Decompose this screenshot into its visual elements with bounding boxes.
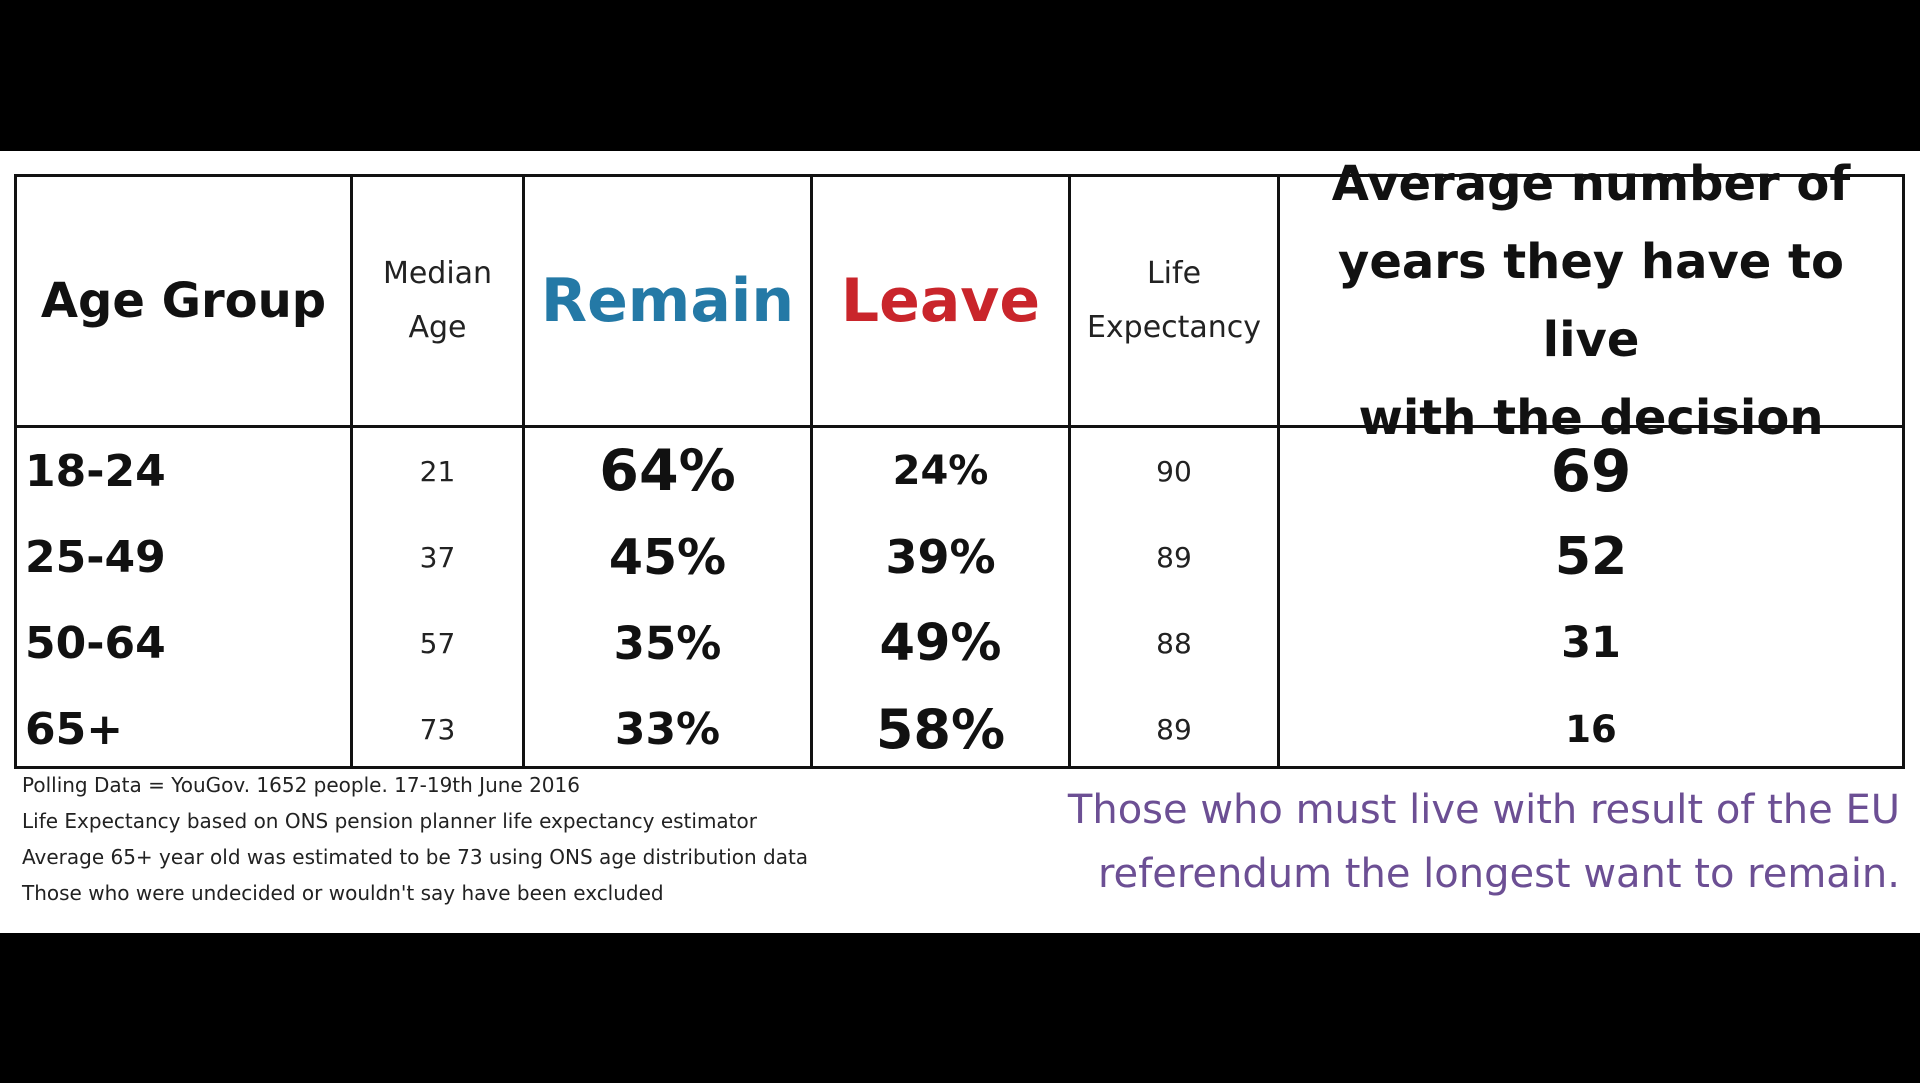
- footnote: Polling Data = YouGov. 1652 people. 17-1…: [22, 773, 580, 797]
- table-row: 18-24 21 64% 24% 90 69: [17, 428, 1902, 514]
- header-leave: Leave: [840, 266, 1041, 336]
- footnote: Those who were undecided or wouldn't say…: [22, 881, 664, 905]
- header-years-line3: with the decision: [1358, 390, 1824, 446]
- column-divider: [1068, 177, 1071, 766]
- header-median-age-line1: Median: [382, 256, 493, 291]
- callout-text: Those who must live with result of the E…: [1060, 778, 1900, 906]
- header-life-expectancy-line2: Expectancy: [1086, 310, 1262, 345]
- cell-leave: 49%: [879, 613, 1002, 673]
- cell-median-age: 21: [419, 454, 456, 488]
- header-life-expectancy-line1: Life: [1146, 256, 1202, 291]
- table-row: 50-64 57 35% 49% 88 31: [17, 600, 1902, 686]
- header-life-expectancy: Life Expectancy: [1071, 177, 1277, 425]
- cell-life-expectancy: 89: [1156, 712, 1192, 746]
- column-divider: [810, 177, 813, 766]
- cell-median-age: 37: [419, 540, 456, 574]
- footnote: Life Expectancy based on ONS pension pla…: [22, 809, 757, 833]
- column-divider: [350, 177, 353, 766]
- cell-median-age: 57: [419, 626, 456, 660]
- cell-age-group: 65+: [25, 703, 124, 755]
- data-table: Age Group Median Age Remain Leave Life E…: [14, 156, 1905, 772]
- column-divider: [522, 177, 525, 766]
- cell-remain: 35%: [613, 616, 722, 670]
- table-row: 65+ 73 33% 58% 89 16: [17, 686, 1902, 772]
- header-age-group: Age Group: [40, 273, 327, 329]
- cell-remain: 64%: [599, 438, 736, 504]
- header-years-line1: Average number of: [1331, 156, 1851, 212]
- cell-age-group: 50-64: [25, 617, 166, 669]
- cell-life-expectancy: 90: [1156, 454, 1192, 488]
- cell-life-expectancy: 88: [1156, 626, 1192, 660]
- header-divider: [17, 425, 1902, 428]
- cell-age-group: 25-49: [25, 531, 166, 583]
- cell-leave: 24%: [892, 448, 989, 494]
- table-row: 25-49 37 45% 39% 89 52: [17, 514, 1902, 600]
- header-remain: Remain: [540, 266, 795, 336]
- header-years-to-live: Average number of years they have to liv…: [1280, 156, 1902, 446]
- callout-line: referendum the longest want to remain.: [1097, 851, 1900, 897]
- cell-years: 69: [1550, 437, 1632, 505]
- footnotes: Polling Data = YouGov. 1652 people. 17-1…: [22, 767, 982, 911]
- table-panel: [0, 151, 1920, 933]
- cell-years: 16: [1565, 707, 1617, 751]
- cell-life-expectancy: 89: [1156, 540, 1192, 574]
- footnote: Average 65+ year old was estimated to be…: [22, 845, 809, 869]
- header-median-age: Median Age: [353, 177, 522, 425]
- cell-remain: 45%: [608, 528, 727, 586]
- callout-line: Those who must live with result of the E…: [1067, 787, 1900, 833]
- cell-age-group: 18-24: [25, 445, 166, 497]
- header-median-age-line2: Age: [408, 310, 467, 345]
- header-years-line2: years they have to live: [1338, 234, 1844, 368]
- cell-leave: 58%: [875, 697, 1006, 761]
- cell-years: 52: [1554, 527, 1628, 587]
- column-divider: [1277, 177, 1280, 766]
- cell-years: 31: [1561, 618, 1621, 668]
- cell-median-age: 73: [419, 712, 456, 746]
- cell-leave: 39%: [885, 530, 996, 584]
- cell-remain: 33%: [614, 703, 721, 755]
